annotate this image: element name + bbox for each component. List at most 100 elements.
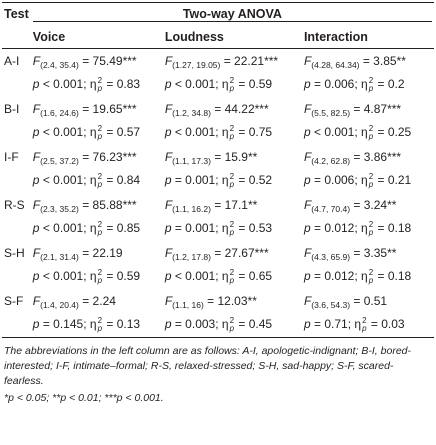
test-label: S-F (2, 289, 31, 338)
significance-stars: ** (396, 54, 406, 68)
f-value: = 22.21 (223, 54, 265, 68)
eta-subscript: p (97, 179, 103, 189)
eta-symbol: η (89, 221, 97, 235)
test-label: A-I (4, 54, 20, 68)
eta-symbol: η (221, 269, 229, 283)
eta-superscript: 2 (368, 75, 374, 85)
p-symbol: p (164, 125, 172, 139)
separator: ; (215, 173, 219, 187)
separator: ; (354, 125, 358, 139)
eta-superscript: 2 (97, 171, 103, 181)
f-symbol: F (303, 246, 312, 260)
degrees-of-freedom: (4.7, 70.4) (311, 204, 351, 214)
p-value: = 0.006 (313, 77, 355, 91)
anova-table: Test Two-way ANOVA Voice Loudness Intera… (2, 2, 434, 338)
eta-superscript: 2 (368, 219, 374, 229)
eta-value: = 0.18 (377, 269, 412, 283)
eta-superscript: 2 (368, 267, 374, 277)
eta-superscript: 2 (362, 315, 367, 325)
eta-subscript: p (229, 227, 235, 237)
p-value: < 0.001 (42, 125, 84, 139)
eta-subscript: p (362, 323, 367, 333)
p-value: < 0.001 (174, 125, 216, 139)
p-symbol: p (164, 317, 172, 331)
eta-superscript: 2 (97, 123, 103, 133)
f-value: = 85.88 (82, 198, 123, 212)
f-symbol: F (303, 54, 312, 68)
degrees-of-freedom: (4.3, 65.9) (311, 252, 351, 262)
test-label: S-H (4, 246, 25, 260)
footnote: The abbreviations in the left column are… (0, 338, 436, 406)
eta-superscript: 2 (229, 219, 235, 229)
eta-subscript: p (229, 131, 235, 141)
p-value: < 0.001 (42, 269, 84, 283)
f-value: = 75.49 (82, 54, 123, 68)
eta-value: = 0.52 (238, 173, 273, 187)
f-symbol: F (32, 198, 41, 212)
test-header: Test (2, 2, 31, 49)
degrees-of-freedom: (3.6, 54.3) (311, 300, 351, 310)
significance-stars: *** (122, 198, 137, 212)
eta-subscript: p (229, 323, 235, 333)
significance-stars: *** (254, 102, 269, 116)
eta-value: = 0.59 (238, 77, 273, 91)
f-value: = 15.9 (214, 150, 248, 164)
separator: ; (215, 125, 219, 139)
p-symbol: p (164, 269, 172, 283)
f-symbol: F (303, 102, 312, 116)
test-label: R-S (4, 198, 25, 212)
separator: ; (83, 173, 87, 187)
eta-symbol: η (89, 173, 97, 187)
eta-subscript: p (97, 131, 103, 141)
header-row: Test Two-way ANOVA (2, 2, 434, 49)
significance-stars: *** (122, 102, 137, 116)
degrees-of-freedom: (4.28, 64.34) (311, 60, 360, 70)
eta-value: = 0.18 (377, 221, 412, 235)
f-line: F(2.5, 37.2) = 76.23*** (33, 148, 161, 171)
separator: ; (215, 77, 219, 91)
eta-superscript: 2 (229, 315, 235, 325)
p-symbol: p (303, 221, 311, 235)
f-line: F(3.6, 54.3) = 0.51 (304, 292, 432, 315)
f-value: = 3.35 (353, 246, 388, 260)
f-value: = 22.19 (82, 246, 123, 260)
f-value: = 19.65 (82, 102, 123, 116)
column-header: Loudness (164, 30, 224, 44)
f-line: F(1.1, 16) = 12.03** (165, 292, 300, 315)
eta-value: = 0.84 (106, 173, 141, 187)
eta-value: = 0.85 (106, 221, 141, 235)
f-value: = 0.51 (353, 294, 388, 308)
degrees-of-freedom: (2.1, 31.4) (40, 252, 79, 262)
eta-symbol: η (361, 77, 368, 91)
significance-stars: *** (264, 54, 279, 68)
p-value: = 0.003 (174, 317, 216, 331)
table-head: Test Two-way ANOVA Voice Loudness Intera… (2, 2, 434, 49)
eta-value: = 0.57 (106, 125, 141, 139)
separator: ; (354, 77, 358, 91)
f-line: F(1.6, 24.6) = 19.65*** (33, 100, 161, 123)
eta-subscript: p (229, 83, 235, 93)
p-symbol: p (303, 173, 311, 187)
eta-subscript: p (229, 275, 235, 285)
p-symbol: p (32, 317, 40, 331)
p-value: < 0.001 (174, 269, 216, 283)
f-line: F(1.2, 34.8) = 44.22*** (165, 100, 300, 123)
eta-subscript: p (97, 323, 103, 333)
separator: ; (83, 77, 87, 91)
f-value: = 76.23 (82, 150, 123, 164)
eta-subscript: p (368, 179, 374, 189)
eta-value: = 0.83 (106, 77, 141, 91)
f-symbol: F (303, 198, 312, 212)
